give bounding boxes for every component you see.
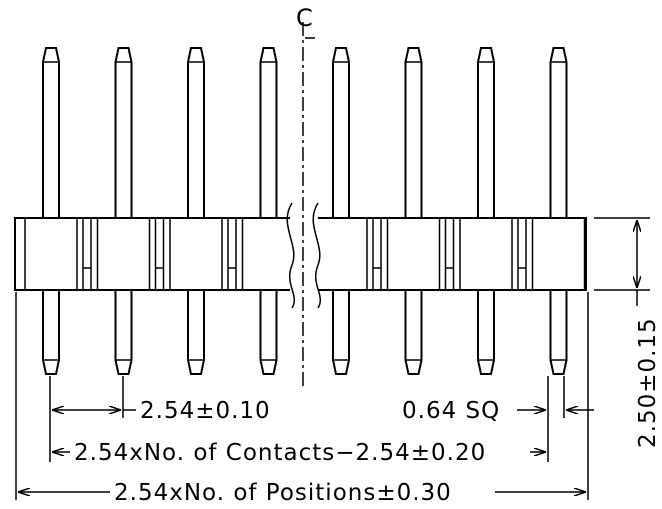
insulator-height-dimension: 2.50±0.15 <box>594 217 661 448</box>
housing-cell <box>169 217 237 291</box>
pin <box>187 47 205 375</box>
pin <box>259 47 278 375</box>
housing-cell <box>24 217 92 291</box>
contacts-span-label: 2.54xNo. of Contacts−2.54±0.20 <box>74 440 486 466</box>
pin <box>42 47 60 375</box>
pin <box>477 47 495 375</box>
pins-group <box>42 47 568 375</box>
insulator-height-label: 2.50±0.15 <box>635 317 661 448</box>
housing-cell <box>459 217 527 291</box>
pin-square-label: 0.64 SQ <box>402 398 500 424</box>
centerline: C <box>296 4 315 390</box>
extension-lines <box>15 292 589 500</box>
housing-cell <box>314 217 382 291</box>
break-symbol <box>286 200 321 309</box>
housing-cell <box>531 218 586 290</box>
pin <box>549 47 568 375</box>
pin <box>114 47 133 375</box>
pin <box>404 47 423 375</box>
pitch-label: 2.54±0.10 <box>140 398 271 424</box>
pin <box>332 47 350 375</box>
housing-cell <box>96 217 165 291</box>
centerline-label: C <box>296 4 313 32</box>
pin-square-dimension: 0.64 SQ <box>402 398 594 424</box>
pitch-dimension: 2.54±0.10 <box>52 398 271 424</box>
positions-span-dimension: 2.54xNo. of Positions±0.30 <box>18 480 586 506</box>
housing-cell <box>386 217 455 291</box>
positions-span-label: 2.54xNo. of Positions±0.30 <box>114 480 452 506</box>
contacts-span-dimension: 2.54xNo. of Contacts−2.54±0.20 <box>52 440 546 466</box>
